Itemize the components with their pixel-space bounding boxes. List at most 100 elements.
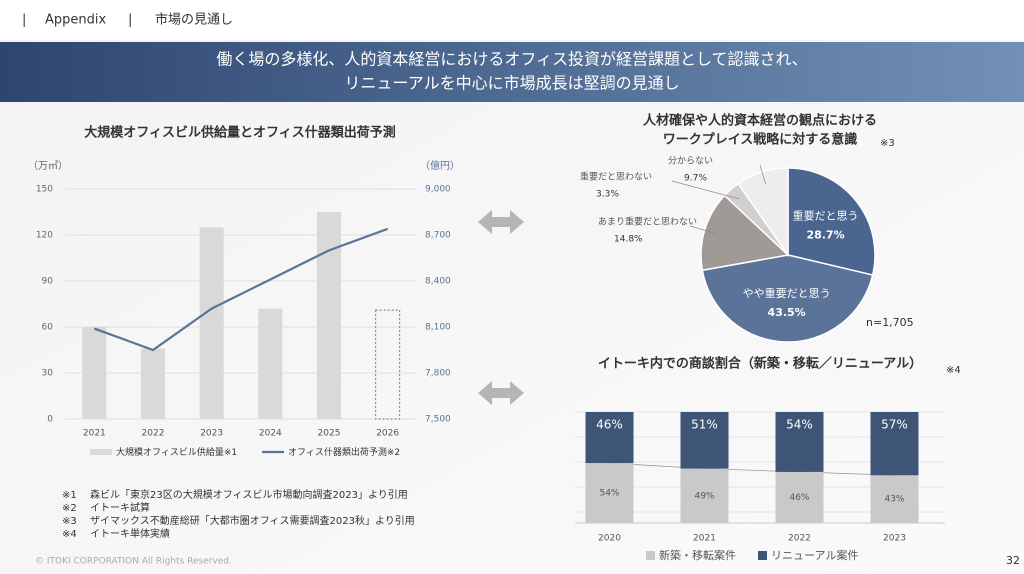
bar [141,348,165,419]
legend-label: リニューアル案件 [771,548,858,562]
y2-axis-label: （億円） [420,159,460,172]
legend-label: 新築・移転案件 [659,548,736,562]
header-bg [0,0,1024,40]
bar [317,212,341,419]
bar-segment [775,412,824,472]
segment-label: 46% [789,493,809,503]
y2-tick-label: 8,700 [425,231,451,241]
footnote-text: イトーキ単体実績 [90,527,170,540]
slice-label: 分からない [668,156,713,167]
segment-label: 54% [599,489,619,499]
y-tick-label: 90 [42,277,54,287]
segment-label: 49% [694,491,714,501]
footnote-mark: ※2 [62,503,77,514]
page-number: 32 [1006,554,1020,567]
copyright: © ITOKI CORPORATION All Rights Reserved. [35,557,232,567]
banner-line: 働く場の多様化、人的資本経営におけるオフィス投資が経営課題として認識され、 [216,50,807,69]
y-tick-label: 0 [47,415,53,425]
leader-line [671,180,740,200]
double-arrow [478,381,524,405]
legend-note: ※2 [387,448,400,458]
y2-tick-label: 8,100 [425,323,451,333]
bar-segment [870,475,919,523]
chart-note: ※3 [880,138,895,149]
segment-label: 57% [881,418,908,432]
legend-name: オフィス什器類出荷予測 [288,446,387,458]
footnote-text: ザイマックス不動産総研「大都市圏オフィス需要調査2023秋」より引用 [90,514,415,527]
divider: | [22,13,26,28]
topic: 市場の見通し [155,12,233,28]
slice-value: 9.7% [684,174,707,184]
bar [375,309,401,420]
bar-segment [585,412,634,464]
legend-swatch [758,551,767,560]
slice-label: 重要だと思う [793,208,859,222]
y-tick-label: 30 [42,369,54,379]
banner [0,42,1024,102]
slice-label: やや重要だと思う [743,286,831,300]
y2-tick-label: 9,000 [425,185,451,195]
y2-tick-label: 7,500 [425,415,451,425]
banner-line: リニューアルを中心に市場成長は堅調の見通し [344,74,679,93]
legend-label: オフィス什器類出荷予測※2 [288,446,400,458]
x-tick-label: 2023 [883,534,906,544]
bar [258,308,283,419]
x-tick-label: 2025 [318,429,341,439]
footnote-mark: ※1 [62,490,77,501]
section: Appendix [45,13,106,28]
x-tick-label: 2026 [376,429,399,439]
footnote-mark: ※3 [62,516,77,527]
slice-value: 43.5% [768,306,806,319]
chart-title: 大規模オフィスビル供給量とオフィス什器類出荷予測 [84,125,395,141]
footnote-mark: ※4 [62,529,77,540]
chart-note: ※4 [946,365,961,376]
footnote-text: 森ビル「東京23区の大規模オフィスビル市場動向調査2023」より引用 [90,488,408,501]
sample-size: n=1,705 [866,316,914,329]
chart-title: 人材確保や人的資本経営の観点における [643,113,877,129]
divider: | [128,13,132,28]
segment-label: 46% [596,418,623,432]
x-tick-label: 2022 [788,534,811,544]
slice-value: 3.3% [596,190,619,200]
y-tick-label: 120 [36,231,53,241]
legend-note: ※1 [224,448,237,458]
chart-title: ワークプレイス戦略に対する意識 [663,132,858,148]
y2-tick-label: 7,800 [425,369,451,379]
bar [199,227,224,419]
x-tick-label: 2023 [200,429,223,439]
y-axis-label: （万㎡） [28,160,68,172]
leader-line [689,225,718,235]
x-tick-label: 2022 [142,429,165,439]
pie-slice [787,167,876,276]
legend-swatch [646,551,655,560]
segment-label: 51% [691,418,718,432]
y2-tick-label: 8,400 [425,277,451,287]
slice-label: あまり重要だと思わない [598,216,697,228]
x-tick-label: 2024 [259,429,282,439]
chart-title: イトーキ内での商談割合（新築・移転／リニューアル） [598,356,922,372]
segment-label: 54% [786,418,813,432]
bar-segment [870,412,919,476]
legend-name: 大規模オフィスビル供給量 [116,446,224,458]
line [93,227,389,352]
footnote-text: イトーキ試算 [90,501,150,514]
slice-label: 重要だと思わない [580,171,652,183]
bar-segment [775,471,824,523]
legend-swatch [90,449,112,455]
x-tick-label: 2021 [83,429,106,439]
bar-segment [680,412,729,469]
bar-segment [585,463,634,523]
y-tick-label: 60 [42,323,54,333]
x-tick-label: 2020 [598,534,621,544]
leader-line [759,164,767,185]
slice-value: 28.7% [806,228,844,241]
trend-line [609,462,895,476]
legend-label: 大規模オフィスビル供給量※1 [116,446,237,458]
y-tick-label: 150 [36,185,53,195]
bar-segment [680,468,729,523]
bar [82,327,107,419]
double-arrow [478,210,524,234]
x-tick-label: 2021 [693,534,716,544]
slice-value: 14.8% [614,235,643,245]
